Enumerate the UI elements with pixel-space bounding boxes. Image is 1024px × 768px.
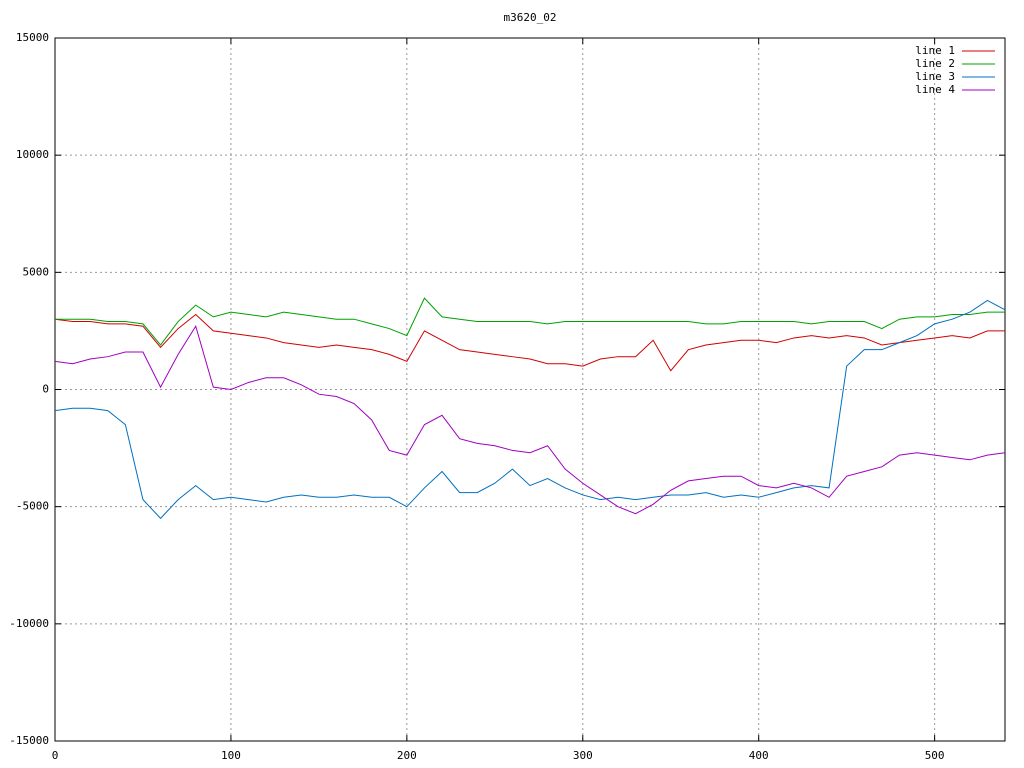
series-line: [55, 297, 1005, 346]
x-tick-label: 500: [925, 749, 945, 762]
x-tick-label: 200: [397, 749, 417, 762]
y-tick-label: 10000: [16, 148, 49, 161]
y-tick-label: 5000: [23, 265, 50, 278]
legend-label: line 4: [915, 83, 955, 96]
legend-label: line 3: [915, 70, 955, 83]
y-tick-label: -10000: [9, 617, 49, 630]
x-tick-label: 300: [573, 749, 593, 762]
series-line: [54, 325, 1006, 515]
chart-title: m3620_02: [504, 11, 557, 24]
y-tick-label: -15000: [9, 734, 49, 747]
x-tick-label: 400: [749, 749, 769, 762]
legend-label: line 2: [915, 57, 955, 70]
series-line: [54, 299, 1006, 520]
y-tick-label: 15000: [16, 31, 49, 44]
y-tick-label: 0: [42, 383, 49, 396]
y-tick-label: -5000: [16, 500, 49, 513]
x-tick-label: 0: [52, 749, 59, 762]
legend-label: line 1: [915, 44, 955, 57]
x-tick-label: 100: [221, 749, 241, 762]
series-line: [54, 313, 1005, 372]
